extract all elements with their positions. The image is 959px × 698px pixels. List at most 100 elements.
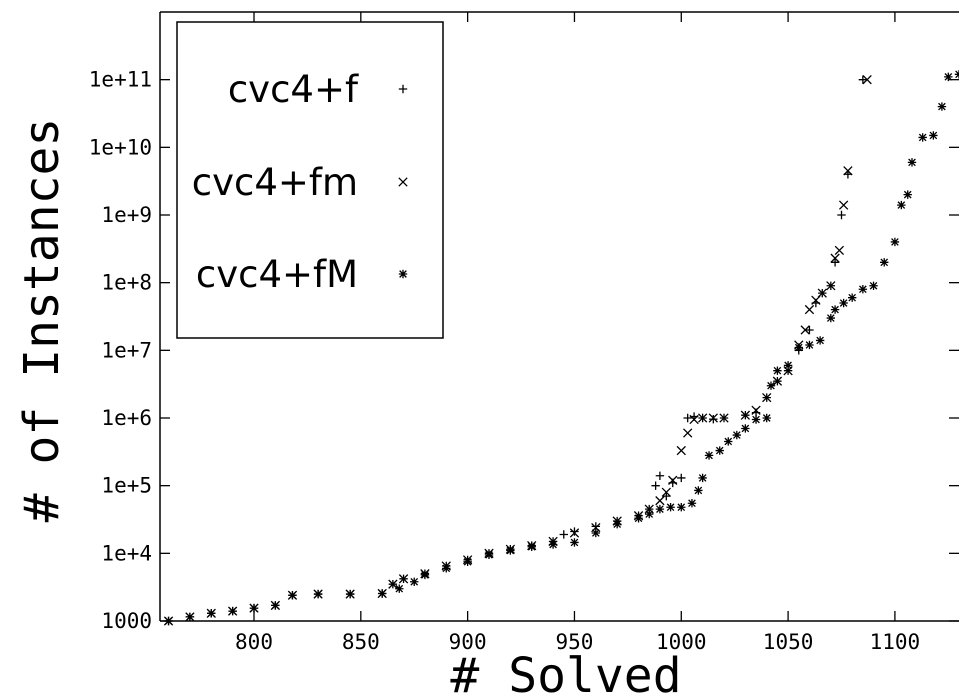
legend-label: cvc4+f	[228, 68, 359, 111]
legend-label: cvc4+fM	[196, 253, 358, 296]
legend: cvc4+f cvc4+fm cvc4+fM	[176, 21, 444, 339]
data-point	[766, 381, 776, 390]
data-point	[398, 574, 409, 584]
data-point	[880, 258, 889, 267]
data-point	[687, 499, 697, 508]
data-point	[463, 557, 472, 566]
legend-marker	[398, 84, 408, 94]
data-point	[271, 601, 280, 610]
data-point	[662, 491, 671, 501]
data-point	[559, 530, 568, 539]
data-point	[676, 445, 686, 456]
data-point	[800, 325, 810, 335]
data-point	[570, 538, 579, 547]
data-point	[651, 481, 660, 490]
x-tick-label: 800	[235, 630, 273, 654]
data-point	[929, 131, 938, 140]
plot-frame	[159, 11, 959, 622]
data-point	[388, 579, 398, 589]
data-point	[689, 414, 699, 425]
data-point	[661, 487, 671, 497]
x-tick-label: 1000	[656, 630, 707, 654]
data-point	[666, 503, 675, 512]
data-point	[569, 528, 580, 538]
data-point	[751, 405, 761, 415]
data-point	[591, 528, 601, 538]
data-point	[762, 392, 772, 403]
legend-marker	[398, 269, 408, 279]
data-point	[655, 496, 665, 506]
data-point	[918, 133, 927, 142]
data-point	[773, 366, 782, 375]
data-point	[751, 415, 761, 424]
data-point	[817, 288, 827, 298]
data-point	[645, 509, 654, 519]
data-point	[741, 424, 750, 433]
y-tick-label: 1e+6	[101, 406, 152, 430]
data-point	[345, 589, 355, 599]
data-point	[683, 413, 692, 423]
data-point	[858, 75, 868, 84]
data-point	[804, 304, 815, 315]
data-point	[420, 570, 430, 580]
data-point	[698, 473, 707, 483]
x-tick-label: 900	[449, 630, 487, 654]
legend-box	[176, 21, 444, 339]
data-point	[937, 102, 947, 111]
data-point	[708, 413, 718, 423]
data-point	[228, 606, 237, 616]
y-tick-label: 1e+8	[101, 271, 152, 295]
y-tick-label: 1000	[101, 609, 152, 633]
data-point	[837, 210, 846, 220]
data-point	[839, 298, 848, 308]
data-point	[612, 519, 622, 529]
data-point	[762, 413, 771, 423]
data-point	[442, 564, 451, 573]
data-point	[677, 503, 686, 512]
data-point	[570, 527, 579, 536]
legend-marker	[398, 177, 408, 187]
y-tick-label: 1e+7	[101, 338, 152, 362]
data-point	[655, 504, 665, 514]
data-point	[954, 70, 959, 79]
data-point	[655, 471, 665, 480]
data-point	[830, 305, 840, 314]
data-point	[858, 285, 868, 294]
y-tick-label: 1e+11	[89, 68, 152, 92]
y-tick-label: 1e+4	[101, 541, 152, 565]
x-tick-label: 850	[342, 630, 380, 654]
data-point	[668, 475, 678, 485]
data-point	[834, 245, 845, 256]
data-point	[249, 603, 259, 613]
series-cvc4-fm	[164, 70, 959, 626]
data-point	[772, 376, 783, 386]
data-point	[830, 253, 840, 263]
data-point	[288, 591, 297, 600]
y-tick-label: 1e+9	[101, 203, 152, 227]
data-point	[697, 413, 708, 423]
y-axis-ticks: 1000 1e+4 1e+5 1e+6 1e+7 1e+8 1e+9 1e+10 1e+11	[89, 68, 959, 633]
y-tick-label: 1e+5	[101, 474, 152, 498]
data-point	[944, 72, 953, 82]
data-point	[783, 361, 793, 370]
data-point	[826, 281, 836, 291]
x-axis-ticks: 800 850 900 950 1000 1050 1100	[235, 12, 920, 654]
data-point	[484, 550, 494, 560]
y-tick-label: 1e+10	[89, 135, 152, 159]
data-point	[826, 313, 836, 323]
data-point	[207, 609, 216, 618]
data-point	[805, 325, 814, 335]
x-tick-label: 1100	[870, 630, 921, 654]
x-tick-label: 1050	[763, 630, 814, 654]
data-point	[724, 437, 733, 446]
data-point	[847, 293, 857, 302]
data-point	[677, 473, 686, 483]
data-point	[843, 166, 853, 176]
data-point	[410, 577, 419, 586]
data-point	[527, 542, 536, 551]
data-point	[634, 514, 643, 523]
data-points	[163, 70, 959, 626]
data-point	[794, 343, 803, 352]
data-point	[548, 540, 558, 549]
